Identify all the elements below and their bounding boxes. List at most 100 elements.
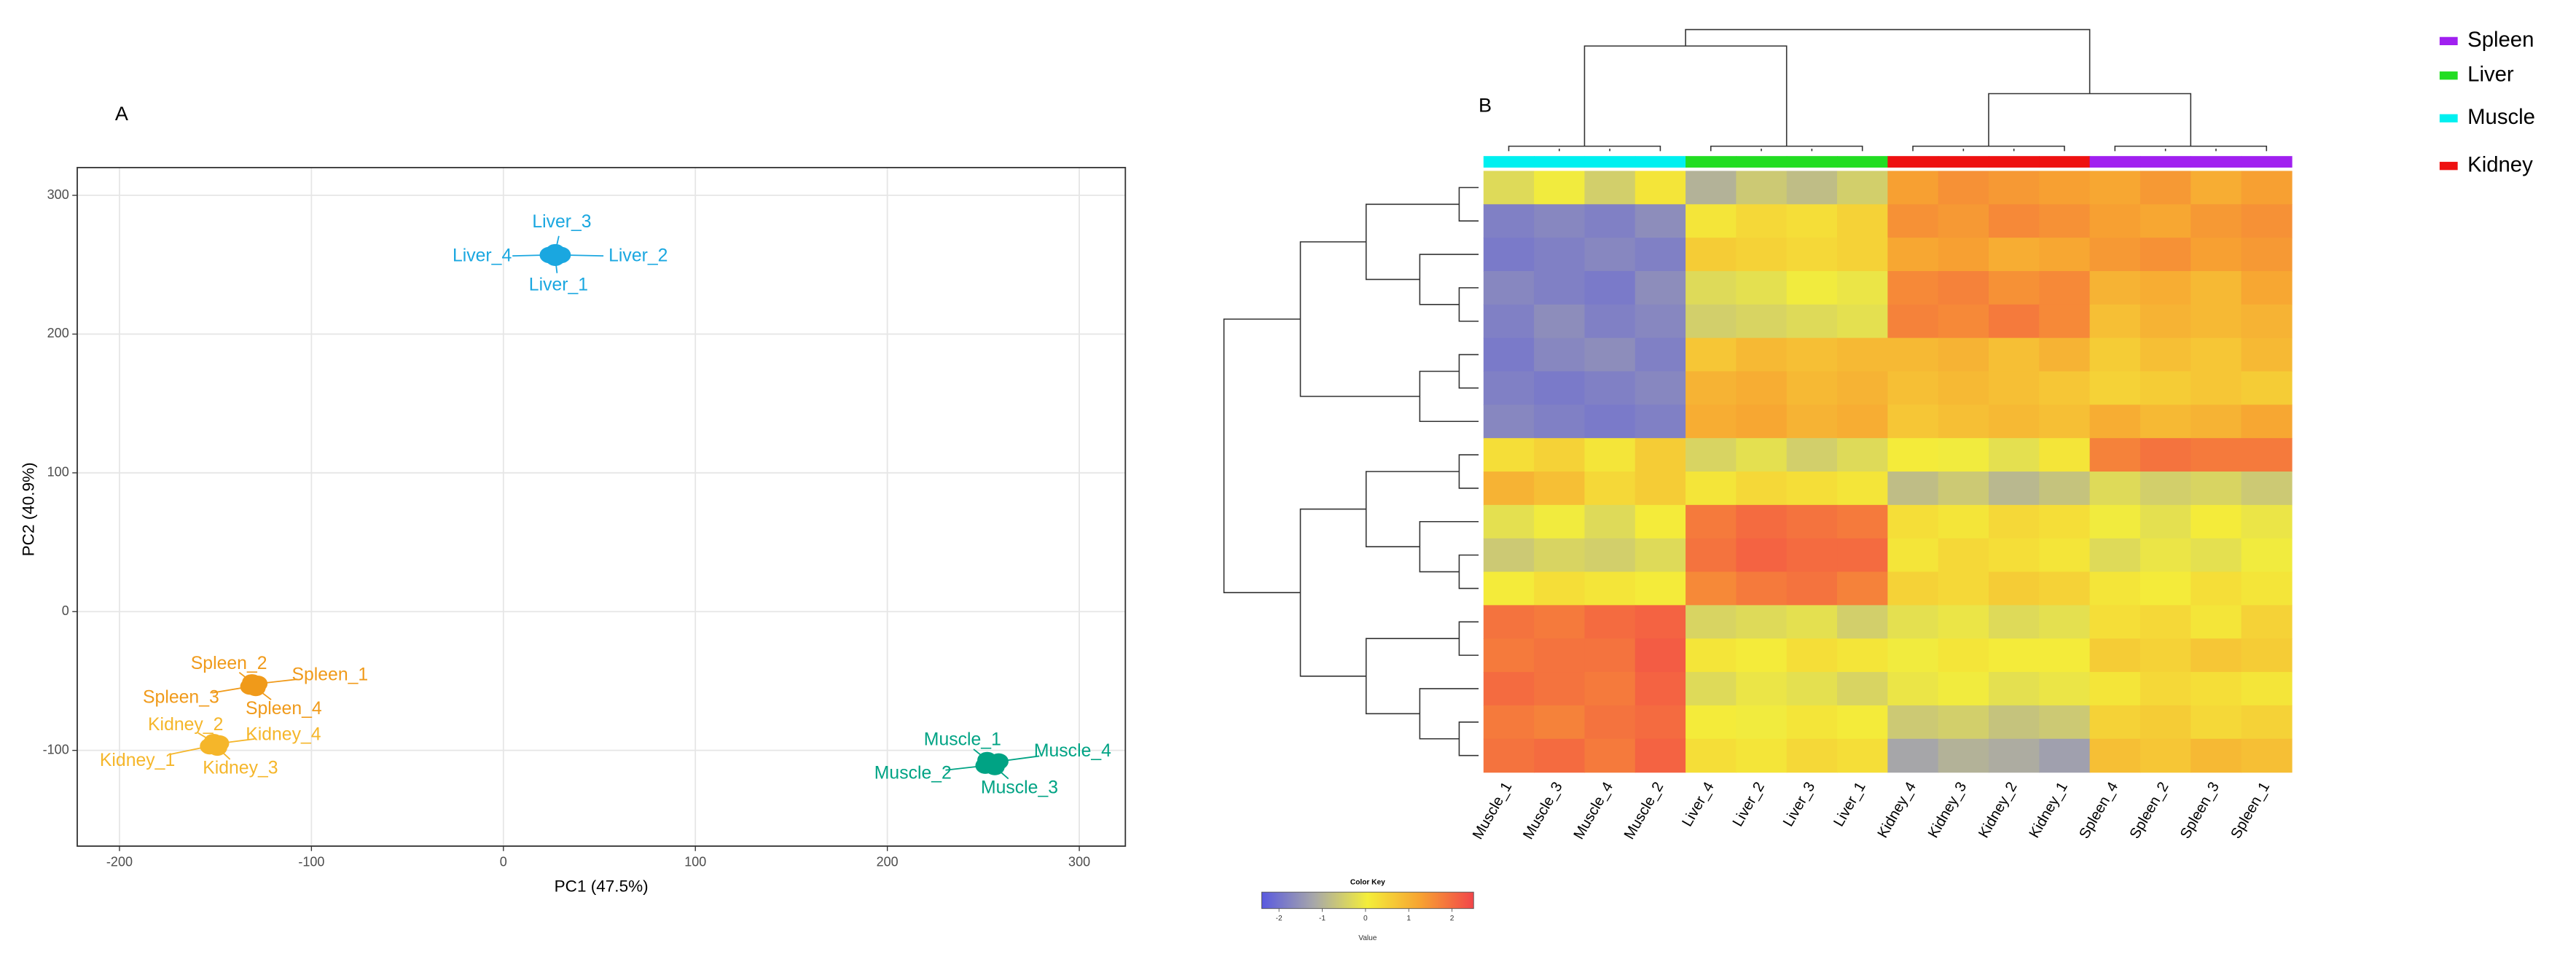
heatmap-cell bbox=[1483, 504, 1535, 539]
heatmap-cell bbox=[1786, 705, 1838, 740]
heatmap-cell bbox=[1635, 571, 1686, 606]
heatmap-cell bbox=[1938, 238, 1989, 272]
heatmap-cell bbox=[1635, 705, 1686, 740]
heatmap-cell bbox=[1786, 238, 1838, 272]
heatmap-cell bbox=[1584, 238, 1636, 272]
column-dendrogram bbox=[1508, 28, 2268, 152]
heatmap-cell bbox=[1686, 738, 1737, 773]
heatmap-cell bbox=[1786, 371, 1838, 406]
heatmap-cell bbox=[1989, 504, 2040, 539]
heatmap-cell bbox=[1989, 337, 2040, 372]
heatmap-cell bbox=[1736, 371, 1788, 406]
heatmap-cell bbox=[1534, 238, 1586, 272]
point bbox=[246, 679, 266, 697]
heatmap-cell bbox=[1534, 638, 1586, 673]
group-bar bbox=[1534, 156, 1586, 168]
heatmap-cell bbox=[1989, 371, 2040, 406]
heatmap-cell bbox=[2089, 472, 2141, 506]
heatmap-cell bbox=[1584, 171, 1636, 205]
heatmap-cell bbox=[1635, 504, 1686, 539]
heatmap-cell bbox=[2191, 571, 2242, 606]
x-tick-label: 300 bbox=[1068, 854, 1090, 869]
y-tick-label: 200 bbox=[47, 326, 69, 340]
heatmap-cell bbox=[1686, 238, 1737, 272]
heatmap-cell bbox=[1887, 571, 1939, 606]
heatmap-cell bbox=[2241, 371, 2293, 406]
heatmap-cell bbox=[2191, 438, 2242, 472]
heatmap-cell bbox=[1635, 672, 1686, 706]
heatmap-cell bbox=[1786, 638, 1838, 673]
heatmap-cell bbox=[2191, 404, 2242, 439]
heatmap-cell bbox=[1635, 438, 1686, 472]
point bbox=[207, 739, 227, 756]
heatmap-cell bbox=[1887, 204, 1939, 238]
legend-label: Muscle bbox=[2467, 105, 2535, 129]
heatmap-cell bbox=[2089, 504, 2141, 539]
legend-swatch bbox=[2439, 114, 2458, 122]
heatmap-cell bbox=[1686, 404, 1737, 439]
heatmap-cell bbox=[2039, 605, 2091, 639]
heatmap-cell bbox=[1938, 705, 1989, 740]
heatmap-cell bbox=[1584, 404, 1636, 439]
y-tick-label: -100 bbox=[43, 742, 69, 756]
heatmap-cell bbox=[1584, 738, 1636, 773]
heatmap-cell bbox=[2140, 538, 2191, 573]
heatmap-cell bbox=[1887, 504, 1939, 539]
heatmap-cell bbox=[1534, 504, 1586, 539]
heatmap-cell bbox=[1635, 171, 1686, 205]
heatmap-cell bbox=[2089, 571, 2141, 606]
heatmap-cell bbox=[2140, 304, 2191, 339]
heatmap-cell bbox=[1887, 438, 1939, 472]
heatmap-cell bbox=[2039, 571, 2091, 606]
group-bar bbox=[1887, 156, 1939, 168]
heatmap-cell bbox=[1736, 204, 1788, 238]
group-bar bbox=[1736, 156, 1788, 168]
heatmap-cell bbox=[2089, 204, 2141, 238]
group-bar bbox=[1837, 156, 1889, 168]
heatmap-cell bbox=[1686, 171, 1737, 205]
point-label: Muscle_3 bbox=[981, 778, 1058, 797]
color-key-tick-label: 1 bbox=[1406, 915, 1411, 923]
heatmap-cell bbox=[2241, 438, 2293, 472]
heatmap-cell bbox=[2089, 171, 2141, 205]
heatmap-cell bbox=[1887, 238, 1939, 272]
heatmap-cell bbox=[1887, 472, 1939, 506]
heatmap-cell bbox=[1584, 571, 1636, 606]
heatmap-cell bbox=[1635, 738, 1686, 773]
plot-background bbox=[77, 167, 1126, 847]
heatmap-cell bbox=[1483, 672, 1535, 706]
heatmap-cell bbox=[2191, 371, 2242, 406]
heatmap-cell bbox=[1635, 638, 1686, 673]
heatmap-cell bbox=[1534, 371, 1586, 406]
x-tick-label: 200 bbox=[877, 854, 899, 869]
group-bar bbox=[1483, 156, 1535, 168]
heatmap-cell bbox=[2241, 270, 2293, 305]
heatmap-cell bbox=[1887, 638, 1939, 673]
heatmap-cell bbox=[1483, 337, 1535, 372]
point-label: Muscle_1 bbox=[924, 730, 1001, 749]
heatmap-cell bbox=[1736, 504, 1788, 539]
heatmap-cell bbox=[1635, 472, 1686, 506]
heatmap-cell bbox=[2241, 171, 2293, 205]
heatmap-cell bbox=[1837, 504, 1889, 539]
heatmap-cell bbox=[1786, 571, 1838, 606]
heatmap-cell bbox=[2089, 337, 2141, 372]
heatmap-cell bbox=[1837, 337, 1889, 372]
heatmap-cell bbox=[1989, 238, 2040, 272]
heatmap-cell bbox=[1534, 472, 1586, 506]
heatmap-cell bbox=[1483, 171, 1535, 205]
heatmap-cell bbox=[1837, 304, 1889, 339]
heatmap-cell bbox=[2039, 438, 2091, 472]
heatmap-cell bbox=[1686, 204, 1737, 238]
heatmap-cell bbox=[1938, 738, 1989, 773]
heatmap-cell bbox=[1686, 438, 1737, 472]
heatmap-cell bbox=[2039, 371, 2091, 406]
heatmap-cell bbox=[2241, 404, 2293, 439]
heatmap-cell bbox=[2191, 204, 2242, 238]
point-label: Kidney_1 bbox=[100, 751, 175, 770]
heatmap-cell bbox=[1736, 538, 1788, 573]
heatmap-cell bbox=[1887, 270, 1939, 305]
heatmap-cell bbox=[1887, 371, 1939, 406]
heatmap-cell bbox=[1837, 270, 1889, 305]
